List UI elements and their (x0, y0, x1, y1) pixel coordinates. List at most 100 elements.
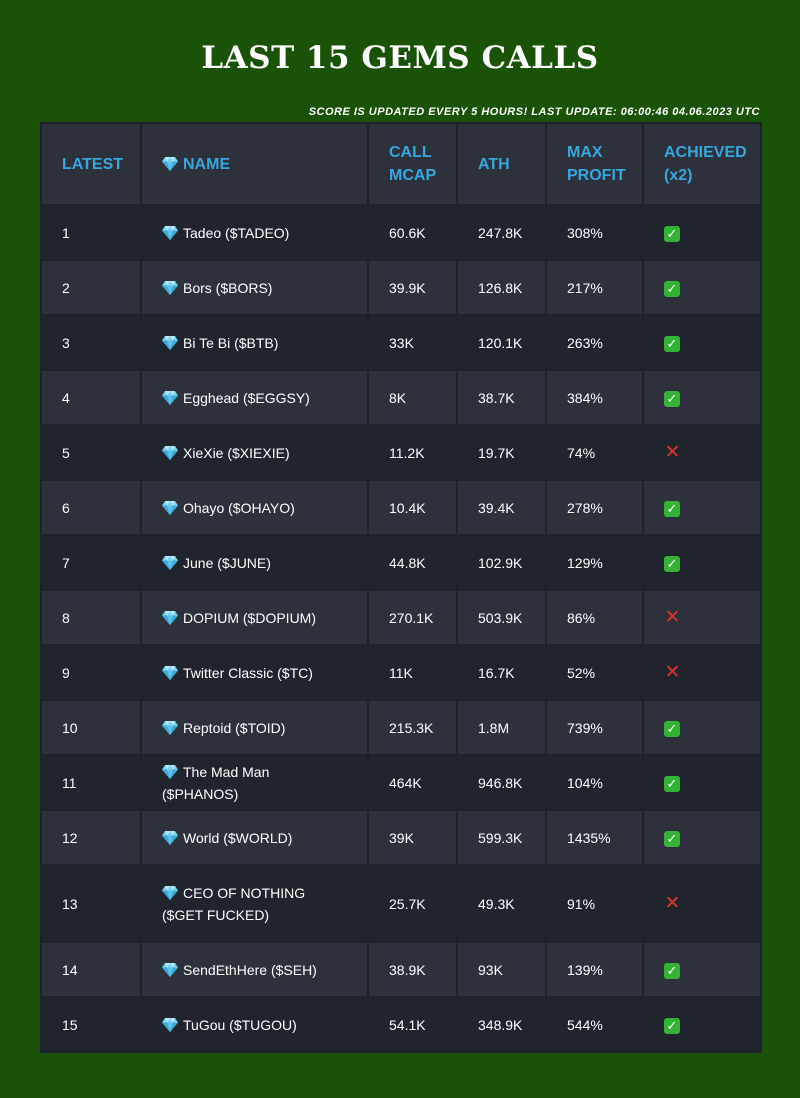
header-name[interactable]: NAME (140, 122, 369, 206)
cell-ath: 16.7K (456, 644, 547, 701)
cell-latest: 15 (40, 996, 142, 1053)
check-mark-icon: ✓ (664, 962, 680, 979)
cell-name-label: June ($JUNE) (183, 554, 271, 571)
cell-name: TuGou ($TUGOU) (140, 996, 369, 1053)
cell-name: Tadeo ($TADEO) (140, 204, 369, 261)
gems-table: LATEST NAME CALL MCAP ATH MAX PROFIT ACH… (40, 122, 762, 1053)
cell-name-label: World ($WORLD) (183, 829, 293, 846)
cross-mark-icon: ✕ (664, 892, 681, 914)
table-row: 9 Twitter Classic ($TC) 11K 16.7K 52% ✕ (40, 644, 762, 701)
header-latest[interactable]: LATEST (40, 122, 142, 206)
table-row: 14 SendEthHere ($SEH) 38.9K 93K 139% ✓ (40, 941, 762, 998)
cell-latest: 10 (40, 699, 142, 756)
cell-max-profit: 129% (545, 534, 644, 591)
cell-name: June ($JUNE) (140, 534, 369, 591)
cell-latest: 5 (40, 424, 142, 481)
cross-mark-icon: ✕ (664, 441, 681, 463)
cell-max-profit: 52% (545, 644, 644, 701)
cell-call-mcap: 39.9K (367, 259, 458, 316)
cell-name: Bi Te Bi ($BTB) (140, 314, 369, 371)
cell-latest: 1 (40, 204, 142, 261)
header-ath[interactable]: ATH (456, 122, 547, 206)
cell-max-profit: 1435% (545, 809, 644, 866)
cell-max-profit: 384% (545, 369, 644, 426)
cell-call-mcap: 60.6K (367, 204, 458, 261)
cell-achieved: ✓ (642, 996, 762, 1053)
cell-name-label: Ohayo ($OHAYO) (183, 499, 295, 516)
gem-icon (162, 764, 178, 779)
gem-icon (162, 156, 178, 171)
cell-ath: 946.8K (456, 754, 547, 811)
header-achieved[interactable]: ACHIEVED (x2) (642, 122, 762, 206)
cell-max-profit: 104% (545, 754, 644, 811)
cell-call-mcap: 39K (367, 809, 458, 866)
cell-achieved: ✓ (642, 314, 762, 371)
gem-icon (162, 830, 178, 845)
cell-ath: 126.8K (456, 259, 547, 316)
header-max-profit[interactable]: MAX PROFIT (545, 122, 644, 206)
cell-latest: 7 (40, 534, 142, 591)
check-mark-icon: ✓ (664, 830, 680, 847)
cell-name-label: SendEthHere ($SEH) (183, 961, 317, 978)
check-mark-icon: ✓ (664, 1017, 680, 1034)
cell-name: CEO OF NOTHING ($GET FUCKED) (140, 864, 369, 943)
cell-name: SendEthHere ($SEH) (140, 941, 369, 998)
cell-latest: 6 (40, 479, 142, 536)
table-row: 15 TuGou ($TUGOU) 54.1K 348.9K 544% ✓ (40, 996, 762, 1053)
cell-ath: 102.9K (456, 534, 547, 591)
cell-call-mcap: 38.9K (367, 941, 458, 998)
cell-ath: 348.9K (456, 996, 547, 1053)
cell-call-mcap: 11K (367, 644, 458, 701)
gem-icon (162, 720, 178, 735)
cell-ath: 120.1K (456, 314, 547, 371)
cell-achieved: ✕ (642, 424, 762, 481)
cell-achieved: ✓ (642, 204, 762, 261)
check-mark-icon: ✓ (664, 390, 680, 407)
cell-achieved: ✓ (642, 259, 762, 316)
cell-latest: 13 (40, 864, 142, 943)
cell-ath: 93K (456, 941, 547, 998)
table-row: 2 Bors ($BORS) 39.9K 126.8K 217% ✓ (40, 259, 762, 316)
cell-ath: 247.8K (456, 204, 547, 261)
check-mark-icon: ✓ (664, 555, 680, 572)
table-row: 4 Egghead ($EGGSY) 8K 38.7K 384% ✓ (40, 369, 762, 426)
cell-ath: 19.7K (456, 424, 547, 481)
cell-call-mcap: 270.1K (367, 589, 458, 646)
table-body: 1 Tadeo ($TADEO) 60.6K 247.8K 308% ✓ 2 Bors ($B… (40, 204, 762, 1053)
cell-call-mcap: 215.3K (367, 699, 458, 756)
page-title: LAST 15 GEMS CALLS (201, 40, 599, 76)
cell-call-mcap: 25.7K (367, 864, 458, 943)
check-mark-icon: ✓ (664, 335, 680, 352)
cell-name: Reptoid ($TOID) (140, 699, 369, 756)
cell-achieved: ✓ (642, 534, 762, 591)
cell-max-profit: 278% (545, 479, 644, 536)
cell-max-profit: 739% (545, 699, 644, 756)
cell-latest: 3 (40, 314, 142, 371)
cell-name-label: Bors ($BORS) (183, 279, 273, 296)
check-mark-icon: ✓ (664, 775, 680, 792)
check-mark-icon: ✓ (664, 500, 680, 517)
table-row: 3 Bi Te Bi ($BTB) 33K 120.1K 263% ✓ (40, 314, 762, 371)
cell-name: Egghead ($EGGSY) (140, 369, 369, 426)
cross-mark-icon: ✕ (664, 661, 681, 683)
gem-icon (162, 280, 178, 295)
table-row: 13 CEO OF NOTHING ($GET FUCKED) 25.7K 49.3K… (40, 864, 762, 943)
table-row: 8 DOPIUM ($DOPIUM) 270.1K 503.9K 86% ✕ (40, 589, 762, 646)
cell-max-profit: 74% (545, 424, 644, 481)
cell-latest: 8 (40, 589, 142, 646)
cell-achieved: ✓ (642, 369, 762, 426)
last-update-notice: Score is updated every 5 hours! Last upd… (308, 106, 760, 118)
cell-name-label: TuGou ($TUGOU) (183, 1016, 297, 1033)
cell-achieved: ✓ (642, 809, 762, 866)
cell-max-profit: 263% (545, 314, 644, 371)
header-call-mcap[interactable]: CALL MCAP (367, 122, 458, 206)
table-row: 6 Ohayo ($OHAYO) 10.4K 39.4K 278% ✓ (40, 479, 762, 536)
cell-call-mcap: 8K (367, 369, 458, 426)
cell-ath: 599.3K (456, 809, 547, 866)
cell-call-mcap: 44.8K (367, 534, 458, 591)
cell-achieved: ✕ (642, 644, 762, 701)
cell-achieved: ✓ (642, 699, 762, 756)
check-mark-icon: ✓ (664, 225, 680, 242)
cell-ath: 38.7K (456, 369, 547, 426)
